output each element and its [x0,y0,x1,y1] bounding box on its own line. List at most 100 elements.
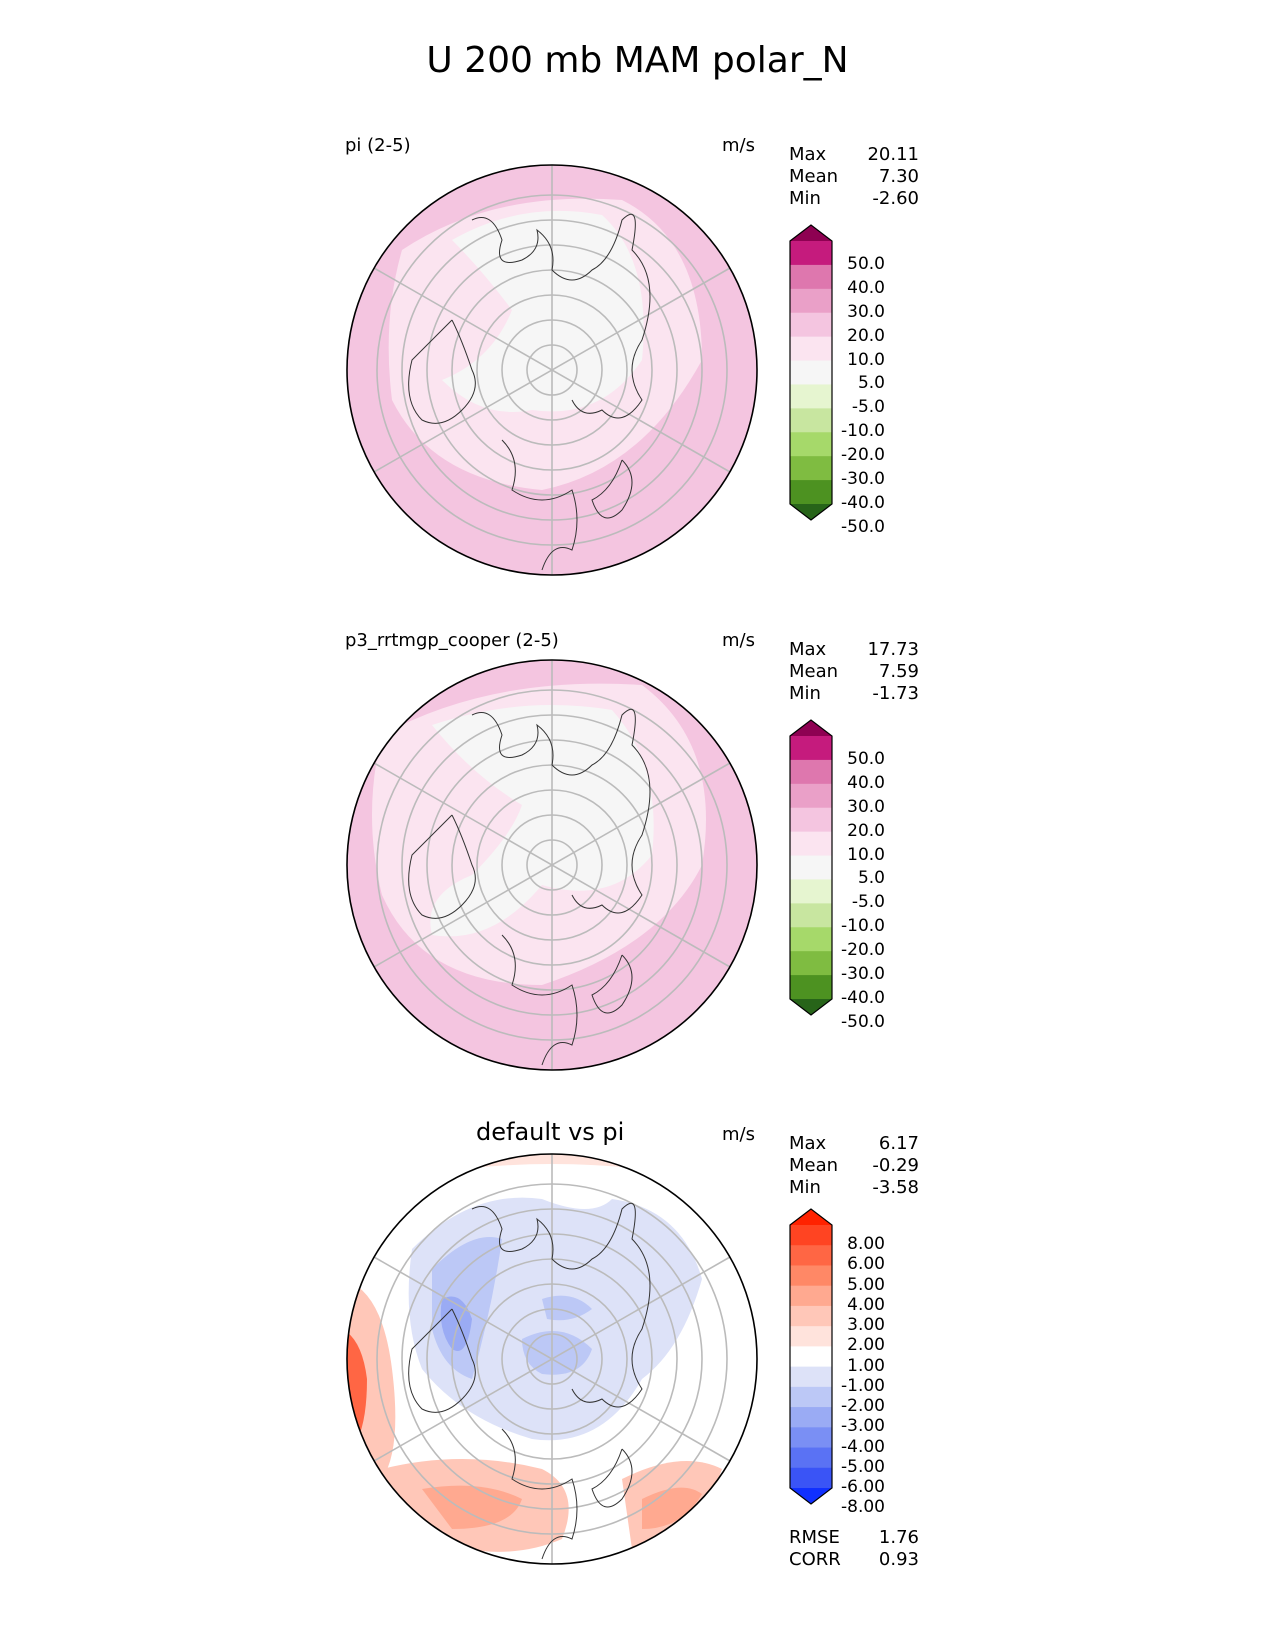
colorbar-tick-label: -5.0 [851,892,885,913]
units-label: m/s [722,1124,755,1145]
colorbar-tick-label: 5.00 [847,1274,885,1295]
stats-box: Max 17.73 Mean 7.59 Min -1.73 [789,639,919,705]
colorbar-tick-label: -20.0 [841,445,885,466]
colorbar-tick-label: -6.00 [841,1477,885,1497]
colorbar-segment [790,1427,832,1449]
stat-name: Mean [789,166,839,187]
colorbar-segment [790,831,832,857]
stat-name: Max [789,1133,827,1154]
colorbar-tick-label: -10.0 [841,421,885,442]
field-contour [422,1485,522,1529]
panel-pi: pi (2-5) m/s Max 20.11 Mean 7.30 Min -2.60 [0,0,1275,576]
colorbar-segment [790,384,832,409]
colorbar-tick-label: 50.0 [847,253,885,274]
stats-box: Max 6.17 Mean -0.29 Min -3.58 [789,1133,919,1199]
colorbar-segment [790,807,832,833]
stats-box: Max 20.11 Mean 7.30 Min -2.60 [789,144,919,210]
colorbar-tick-label: 2.00 [847,1335,885,1356]
stat-value: -0.29 [872,1155,919,1176]
field-contour [542,1295,592,1321]
colorbar-segment [790,456,832,481]
stat-value: 17.73 [867,639,919,660]
polar-map [346,659,758,1071]
colorbar-tick-label: -2.00 [841,1396,885,1417]
colorbar-segment [790,951,832,976]
colorbar-tick-label: 30.0 [847,301,885,322]
field-contour [430,705,654,937]
stat-name: Mean [789,1155,839,1176]
colorbar-segment [790,783,832,809]
units-label: m/s [722,135,755,156]
stat-name: Min [789,683,821,704]
panel-label: pi (2-5) [345,135,411,156]
colorbar [789,1208,833,1505]
stat-value: 1.76 [878,1527,919,1548]
colorbar-tick-label: -3.00 [841,1416,885,1437]
colorbar-extend-max [790,225,832,241]
colorbar-extend-max [790,1209,832,1225]
graticule [373,1154,731,1564]
colorbar-segment [790,264,832,290]
colorbar-tick-label: -10.0 [841,916,885,937]
colorbar-tick-label: 10.0 [847,349,885,370]
colorbar-tick-label: -8.00 [841,1497,885,1518]
colorbar-outline [789,1208,833,1505]
colorbar [789,224,833,521]
colorbar-segment [790,1245,832,1266]
colorbar-tick-label: 6.00 [847,1254,885,1275]
stat-value: 7.30 [878,166,919,187]
colorbar-tick-label: -4.00 [841,1436,885,1457]
stat-name: RMSE [789,1527,840,1548]
colorbar-tick-label: 5.0 [857,373,885,394]
stat-name: Min [789,1177,821,1198]
colorbar-segment [790,432,832,457]
polar-map [346,164,758,576]
colorbar-segment [790,1467,832,1489]
figure-title: U 200 mb MAM polar_N [426,40,849,81]
colorbar-tick-label: 5.0 [857,868,885,889]
stat-value: 7.59 [878,661,919,682]
colorbar-segment [790,1366,832,1388]
colorbar-tick-label: 50.0 [847,748,885,769]
coastlines [408,213,651,571]
graticule [373,165,731,575]
panel-diff: default vs pi m/s Max 6.17 Mean -0.29 Min -… [0,0,1275,1570]
colorbar-segment [790,1346,832,1368]
colorbar-segment [790,855,832,880]
colorbar-segment [790,759,832,785]
stat-value: 20.11 [867,144,919,165]
colorbar-tick-label: 40.0 [847,772,885,793]
colorbar-segment [790,879,832,904]
colorbar-tick-label: 20.0 [847,820,885,841]
stat-value: 0.93 [878,1549,919,1570]
map-boundary [346,164,758,576]
field-contour [442,210,644,412]
colorbar [789,719,833,1016]
colorbar-segment [790,1225,832,1246]
colorbar-segment [790,360,832,385]
stat-value: -1.73 [872,683,919,704]
colorbar-segment [790,1265,832,1287]
colorbar-extend-min [790,504,832,520]
colorbar-tick-label: -5.0 [851,397,885,418]
colorbar-segment [790,312,832,338]
colorbar-segment [790,241,832,266]
stat-value: -2.60 [872,188,919,209]
stat-value: 6.17 [878,1133,919,1154]
colorbar-tick-label: -40.0 [841,493,885,513]
stat-value: -3.58 [872,1177,919,1198]
colorbar-tick-label: 1.00 [847,1355,885,1376]
colorbar-tick-label: -20.0 [841,940,885,961]
colorbar-outline [789,224,833,521]
colorbar-segment [790,1447,832,1469]
stat-name: Max [789,144,827,165]
colorbar-segment [790,1326,832,1347]
panel-p3: p3_rrtmgp_cooper (2-5) m/s Max 17.73 Mean… [0,0,1275,1071]
colorbar-tick-label: -50.0 [841,1011,885,1032]
colorbar-tick-label: -40.0 [841,988,885,1008]
colorbar-extend-min [790,999,832,1015]
colorbar-segment [790,408,832,433]
colorbar-tick-label: 20.0 [847,325,885,346]
colorbar-segment [790,1305,832,1327]
stat-name: Max [789,639,827,660]
